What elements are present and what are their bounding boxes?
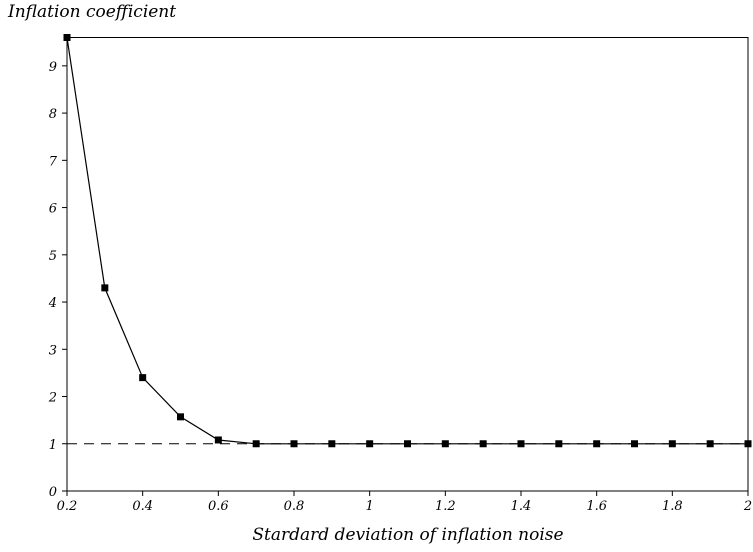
series-line	[66, 37, 748, 445]
data-point-marker	[631, 440, 638, 448]
y-tick-label: 8	[49, 107, 57, 122]
x-tick-label: 2	[743, 499, 752, 514]
x-tick-label: 0.4	[132, 499, 153, 514]
y-tick-label: 0	[49, 485, 57, 500]
data-point-marker	[593, 440, 601, 448]
data-point-marker	[404, 440, 411, 448]
data-point-marker	[139, 374, 147, 382]
data-point-marker	[517, 440, 525, 448]
x-tick-label: 1.2	[435, 499, 456, 514]
y-tick-label: 4	[48, 296, 57, 311]
data-point-marker	[328, 440, 336, 448]
data-point-marker	[101, 284, 109, 292]
y-tick-label: 1	[49, 438, 57, 453]
data-point-marker	[366, 440, 374, 448]
x-tick-label: 1	[366, 499, 374, 514]
data-point-marker	[252, 440, 260, 448]
data-point-marker	[668, 440, 676, 448]
data-point-marker	[290, 440, 298, 448]
y-tick-label: 7	[49, 154, 58, 169]
x-tick-label: 0.8	[284, 499, 305, 514]
x-tick-label: 1.4	[511, 499, 532, 514]
plot-frame	[66, 37, 749, 492]
y-tick-label: 2	[48, 391, 57, 406]
data-point-marker	[479, 440, 487, 448]
y-tick-label: 5	[49, 249, 57, 264]
data-point-marker	[441, 440, 449, 448]
y-tick-label: 9	[49, 60, 57, 75]
y-tick-label: 3	[49, 343, 57, 358]
x-axis-title: Stardard deviation of inflation noise	[252, 525, 563, 545]
x-tick-label: 0.2	[57, 499, 78, 514]
x-tick-label: 1.8	[662, 499, 683, 514]
data-point-marker	[744, 440, 752, 448]
y-axis-title: Inflation coefficient	[7, 2, 176, 22]
data-point-marker	[177, 413, 184, 421]
data-point-marker	[214, 436, 222, 444]
x-tick-label: 0.6	[208, 499, 229, 514]
data-point-marker	[63, 34, 71, 41]
y-tick-label: 6	[49, 202, 57, 217]
data-point-marker	[706, 440, 714, 448]
data-point-marker	[555, 440, 563, 448]
x-tick-label: 1.6	[586, 499, 607, 514]
